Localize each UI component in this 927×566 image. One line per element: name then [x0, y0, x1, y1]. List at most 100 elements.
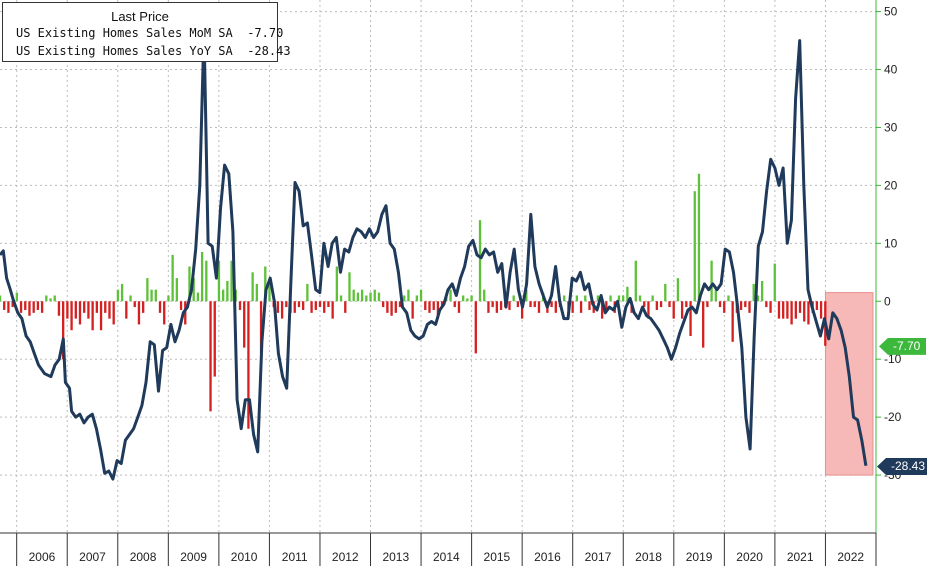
mom-bar: [222, 289, 225, 302]
mom-bar: [491, 301, 494, 308]
mom-bar: [487, 301, 490, 313]
mom-bar: [3, 301, 6, 310]
x-tick-label: 2018: [635, 550, 662, 564]
mom-bar: [24, 301, 27, 310]
mom-bar: [230, 260, 233, 302]
mom-bar: [550, 301, 553, 308]
mom-bar: [348, 272, 351, 302]
mom-bar: [605, 301, 608, 310]
mom-bar: [251, 272, 254, 302]
legend-label-mom: US Existing Homes Sales MoM SA: [16, 26, 233, 40]
x-tick-label: 2020: [736, 550, 763, 564]
mom-bar: [782, 301, 785, 319]
legend-item-yoy: US Existing Homes Sales YoY SA -28.43: [3, 42, 291, 60]
mom-bar: [436, 301, 440, 319]
mom-bar: [394, 301, 397, 313]
mom-bar: [331, 301, 334, 319]
mom-bar: [685, 301, 688, 308]
mom-bar: [120, 283, 124, 302]
mom-bar: [571, 301, 574, 313]
mom-bar: [748, 301, 751, 313]
mom-bar: [293, 301, 296, 313]
mom-bar: [815, 301, 819, 310]
mom-bar: [104, 301, 107, 313]
mom-bar: [28, 301, 31, 316]
y-tick-label: -10: [884, 352, 902, 366]
mom-bar: [428, 301, 431, 313]
mom-bar: [91, 301, 94, 331]
mom-bar: [247, 301, 250, 429]
mom-bar: [11, 301, 14, 308]
mom-bar: [760, 280, 764, 302]
legend: Last Price US Existing Homes Sales MoM S…: [2, 2, 291, 62]
mom-bar: [575, 295, 579, 302]
mom-bar: [756, 295, 760, 302]
mom-bar: [424, 301, 427, 310]
mom-bar: [255, 283, 259, 302]
mom-bar: [398, 301, 402, 308]
mom-bar: [773, 263, 776, 302]
yoy-line: [0, 27, 868, 481]
mom-bar: [676, 278, 680, 302]
mom-bar: [137, 301, 141, 325]
mom-bars: [0, 173, 827, 429]
mom-bar: [499, 301, 503, 310]
mom-bar: [794, 301, 797, 319]
mom-bar: [163, 301, 166, 325]
x-tick-label: 2021: [787, 550, 814, 564]
mom-bar: [664, 283, 667, 302]
mom-bar: [205, 260, 208, 302]
mom-bar: [217, 260, 221, 302]
mom-bar: [702, 301, 705, 348]
legend-title: Last Price: [111, 9, 169, 24]
mom-bar: [596, 295, 600, 302]
mom-bar: [609, 295, 612, 302]
mom-bar: [478, 220, 482, 302]
mom-bar: [777, 301, 781, 319]
mom-bar: [167, 295, 170, 302]
mom-bar: [146, 278, 149, 302]
mom-bar: [352, 289, 355, 302]
mom-bar: [53, 295, 56, 302]
mom-bar: [373, 289, 376, 302]
last-value-tag-yoy: -28.43: [877, 457, 927, 475]
mom-bar: [133, 301, 136, 308]
mom-bar: [643, 301, 646, 308]
mom-bar: [335, 266, 339, 302]
mom-bar: [739, 301, 743, 310]
mom-bar: [57, 301, 61, 316]
mom-bar: [655, 301, 659, 310]
mom-bar: [752, 283, 755, 302]
mom-bar: [512, 295, 515, 302]
y-tick-label: 10: [884, 236, 898, 250]
mom-bar: [365, 295, 368, 302]
mom-bar: [78, 301, 82, 325]
y-tick-label: -20: [884, 410, 902, 424]
mom-bar: [200, 252, 204, 302]
x-axis: 2006 2007 2008 2009 2010 2011 2012 2013 2014 2015…: [0, 532, 877, 566]
mom-bar: [184, 301, 187, 325]
mom-bar: [516, 301, 520, 308]
mom-bar: [74, 301, 77, 319]
gridlines: [0, 0, 876, 533]
mom-bar: [154, 289, 157, 302]
mom-bar: [179, 301, 183, 310]
mom-bar: [192, 278, 195, 302]
mom-bar: [483, 289, 486, 302]
mom-bar: [714, 289, 717, 302]
mom-bar: [209, 301, 212, 412]
mom-bar: [693, 191, 696, 302]
mom-bar: [525, 289, 528, 302]
mom-bar: [718, 301, 722, 308]
mom-bar: [533, 301, 536, 308]
mom-bar: [466, 298, 469, 302]
mom-bar: [495, 301, 499, 313]
mom-bar: [462, 295, 465, 302]
mom-bar: [15, 292, 19, 302]
mom-bar: [803, 301, 806, 322]
mom-bar: [407, 289, 410, 302]
mom-bar: [150, 289, 153, 302]
mom-bar: [790, 301, 793, 325]
